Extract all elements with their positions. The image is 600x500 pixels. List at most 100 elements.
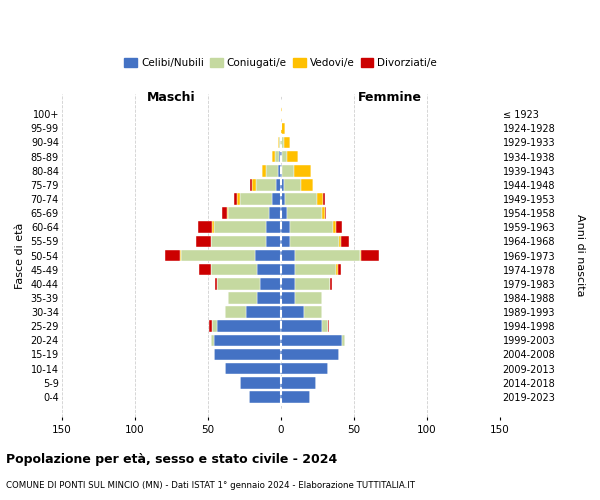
Bar [295,292,322,304]
Bar [290,222,334,233]
Bar [281,320,322,332]
Bar [295,264,337,276]
Bar [280,136,281,148]
Bar [180,250,181,262]
Bar [217,320,281,332]
Bar [281,179,284,190]
Bar [266,165,278,176]
Text: COMUNE DI PONTI SUL MINCIO (MN) - Dati ISTAT 1° gennaio 2024 - Elaborazione TUTT: COMUNE DI PONTI SUL MINCIO (MN) - Dati I… [6,481,415,490]
Bar [215,278,217,289]
Bar [199,264,211,276]
Text: Popolazione per età, sesso e stato civile - 2024: Popolazione per età, sesso e stato civil… [6,452,337,466]
Bar [254,250,281,262]
Bar [281,306,304,318]
Bar [325,208,326,219]
Bar [281,108,282,120]
Bar [281,348,339,360]
Bar [290,236,339,247]
Bar [287,208,322,219]
Bar [196,236,211,247]
Bar [361,250,379,262]
Bar [223,208,227,219]
Bar [217,278,260,289]
Text: Maschi: Maschi [147,92,196,104]
Bar [282,165,294,176]
Bar [281,377,316,388]
Bar [281,363,328,374]
Bar [257,264,281,276]
Bar [322,208,325,219]
Bar [322,320,328,332]
Bar [317,193,323,205]
Bar [227,208,228,219]
Bar [281,151,282,162]
Bar [339,236,341,247]
Bar [262,165,266,176]
Bar [228,208,269,219]
Bar [328,320,329,332]
Bar [272,151,275,162]
Bar [214,348,281,360]
Bar [272,193,281,205]
Bar [278,136,280,148]
Bar [277,179,281,190]
Bar [341,236,349,247]
Bar [281,236,290,247]
Bar [256,179,277,190]
Bar [226,306,246,318]
Bar [281,208,287,219]
Bar [337,222,342,233]
Bar [211,264,257,276]
Bar [331,278,332,289]
Bar [212,320,217,332]
Bar [304,306,322,318]
Bar [214,334,281,346]
Bar [359,250,361,262]
Bar [240,193,272,205]
Bar [281,222,290,233]
Bar [280,151,281,162]
Bar [284,136,290,148]
Bar [257,292,281,304]
Bar [234,193,237,205]
Bar [250,179,251,190]
Bar [269,208,281,219]
Bar [278,165,281,176]
Bar [181,250,254,262]
Bar [281,278,295,289]
Bar [342,334,345,346]
Bar [301,179,313,190]
Bar [211,236,266,247]
Y-axis label: Fasce di età: Fasce di età [15,222,25,288]
Bar [275,151,280,162]
Bar [166,250,180,262]
Bar [287,151,298,162]
Bar [281,165,282,176]
Bar [294,165,311,176]
Bar [211,334,214,346]
Bar [281,334,342,346]
Bar [281,136,284,148]
Bar [295,278,331,289]
Bar [281,250,295,262]
Bar [266,222,281,233]
Bar [228,292,257,304]
Bar [334,222,337,233]
Bar [246,306,281,318]
Bar [197,222,212,233]
Bar [323,193,325,205]
Bar [212,222,214,233]
Bar [240,377,281,388]
Bar [237,193,240,205]
Bar [260,278,281,289]
Bar [284,179,301,190]
Bar [282,151,287,162]
Bar [281,391,310,402]
Text: Femmine: Femmine [358,92,422,104]
Bar [281,264,295,276]
Bar [285,193,317,205]
Bar [248,391,281,402]
Bar [281,292,295,304]
Bar [214,222,266,233]
Bar [266,236,281,247]
